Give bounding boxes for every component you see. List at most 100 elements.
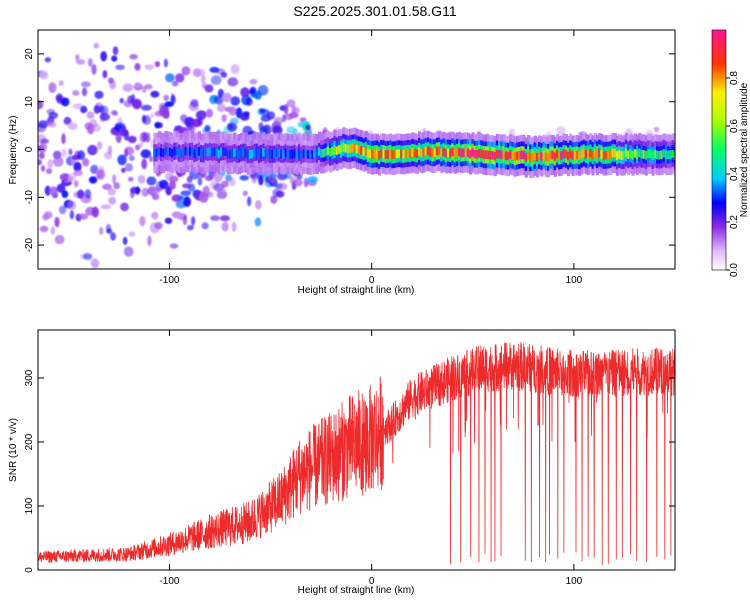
ridge-cell-347 [344, 143, 348, 153]
heatmap-cell-462 [307, 176, 319, 183]
heatmap-cell-188 [151, 211, 159, 220]
ridge-cell-779 [584, 149, 588, 159]
heatmap-cell-407 [276, 182, 288, 191]
heatmap-cell-193 [158, 122, 163, 128]
ridge-cell-635 [504, 151, 508, 161]
ridge-cell-775 [582, 148, 586, 158]
heatmap-cell-212 [169, 243, 179, 249]
heatmap-cell-200 [163, 94, 169, 102]
ridge-cell-699 [540, 152, 544, 161]
heatmap-cell-373 [258, 174, 264, 186]
ridge-cell-807 [600, 149, 604, 159]
ridge-cell-811 [602, 151, 606, 160]
ridge-cell-227 [277, 148, 281, 158]
ridge-cell-427 [389, 149, 393, 158]
heatmap-cell-263 [195, 110, 207, 120]
ridge-cell-919 [662, 149, 666, 158]
heatmap-cell-38 [60, 148, 67, 158]
heatmap-cell-15 [44, 185, 51, 196]
heatmap-cell-171 [144, 84, 153, 90]
ridge-cell-631 [502, 150, 506, 159]
ridge-cell-751 [569, 149, 573, 159]
heatmap-cell-359 [249, 78, 258, 85]
ridge-cell-59 [184, 146, 188, 156]
ridge-cell-503 [431, 148, 435, 158]
ridge-cell-247 [289, 150, 293, 159]
ridge-cell-827 [611, 148, 615, 158]
ridge-cell-199 [262, 148, 266, 157]
ridge-cell-271 [302, 149, 306, 159]
colorbar-frame [711, 29, 727, 271]
heatmap-cell-162 [139, 215, 146, 227]
ridge-cell-107 [211, 147, 215, 157]
heatmap-cell-344 [239, 175, 249, 181]
heatmap-cell-249 [187, 183, 196, 192]
heatmap-cell-346 [240, 87, 250, 98]
heatmap-cell-314 [221, 221, 229, 232]
spectrogram-y-axis-label: Frequency (Hz) [8, 116, 19, 185]
heatmap-cell-121 [112, 46, 119, 56]
heatmap-cell-406 [273, 117, 283, 126]
heatmap-cell-129 [115, 64, 125, 71]
ridge-cell-279 [306, 150, 310, 159]
heatmap-cell-322 [227, 77, 239, 87]
ridge-cell-939 [673, 151, 675, 160]
ridge-cell-851 [624, 148, 628, 158]
ridge-cell-379 [362, 147, 366, 156]
heatmap-cell-164 [138, 142, 143, 148]
heatmap-cell-258 [190, 99, 199, 108]
heatmap-cell-37 [58, 80, 64, 86]
heatmap-cell-700 [653, 126, 660, 133]
heatmap-cell-19 [43, 211, 53, 219]
snr-ticks: -100 0 100 0 100 200 300 [24, 330, 675, 587]
heatmap-cell-158 [134, 63, 141, 71]
ridge-cell-163 [242, 147, 246, 157]
ridge-cell-319 [329, 148, 333, 157]
heatmap-cell-201 [163, 58, 168, 68]
heatmap-cell-110 [99, 112, 110, 121]
colorbar-label: Normalized spectral amplitude [739, 82, 750, 217]
heatmap-cell-79 [82, 253, 93, 260]
heatmap-cell-280 [204, 124, 211, 132]
heatmap-cell-128 [117, 154, 127, 166]
ridge-cell-863 [631, 151, 635, 160]
ridge-cell-367 [355, 144, 359, 154]
ridge-cell-887 [644, 151, 649, 160]
heatmap-cell-174 [140, 149, 151, 159]
heatmap-cell-22 [50, 226, 55, 235]
colorbar-tick-label-0: 0.0 [729, 263, 740, 277]
ridge-cell-543 [453, 149, 457, 158]
ridge-cell-835 [616, 151, 620, 160]
heatmap-cell-73 [80, 105, 88, 114]
heatmap-cell-112 [108, 196, 117, 205]
ridge-cell-155 [237, 149, 241, 159]
heatmap-cell-236 [182, 215, 187, 226]
ridge-cell-11 [157, 146, 161, 156]
heatmap-cell-286 [210, 215, 220, 221]
ridge-cell-439 [395, 149, 399, 159]
ridge-cell-599 [484, 150, 488, 160]
ridge-cell-127 [222, 147, 226, 156]
ridge-cell-99 [206, 147, 210, 157]
ridge-cell-395 [371, 150, 375, 159]
heatmap-cell-85 [90, 258, 100, 269]
heatmap-cell-70 [82, 158, 90, 167]
heatmap-cell-36 [56, 183, 66, 193]
ridge-cell-383 [364, 146, 368, 156]
ridge-cell-671 [524, 153, 528, 162]
heatmap-cell-6 [38, 100, 44, 110]
heatmap-cell-267 [197, 176, 203, 186]
ridge-cell-223 [275, 148, 279, 157]
ridge-cell-159 [240, 148, 244, 158]
ridge-cell-831 [613, 148, 617, 158]
ridge-cell-351 [346, 144, 350, 154]
ridge-cell-287 [311, 150, 315, 159]
spectrogram-ytick-label-3: 10 [24, 96, 35, 108]
ridge-cell-151 [235, 150, 239, 159]
ridge-cell-391 [369, 149, 373, 159]
heatmap-cell-326 [231, 221, 237, 232]
heatmap-cell-347 [242, 190, 248, 197]
heatmap-cell-306 [217, 88, 224, 98]
heatmap-cell-39 [58, 205, 67, 215]
heatmap-cell-106 [100, 204, 112, 210]
